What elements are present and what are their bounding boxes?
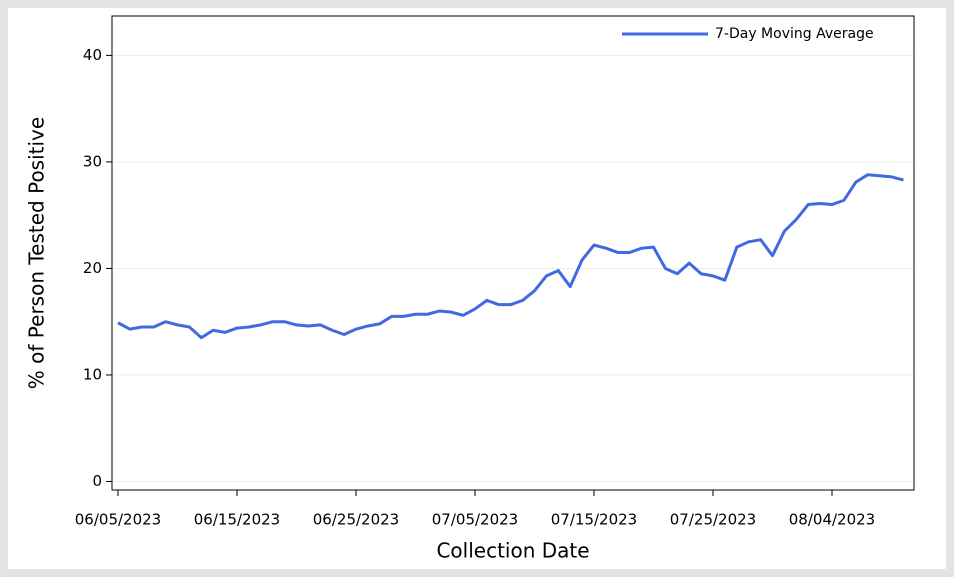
- x-tick-label: 06/25/2023: [313, 511, 399, 529]
- y-tick-label: 20: [83, 259, 102, 277]
- x-tick-label: 06/05/2023: [75, 511, 161, 529]
- panel: [8, 8, 946, 569]
- y-axis-title: % of Person Tested Positive: [25, 117, 49, 389]
- x-axis-title: Collection Date: [436, 539, 589, 563]
- x-tick-label: 07/25/2023: [670, 511, 756, 529]
- x-tick-label: 07/15/2023: [551, 511, 637, 529]
- plot-frame: [111, 15, 915, 491]
- y-tick-label: 10: [83, 365, 102, 383]
- y-tick-label: 30: [83, 152, 102, 170]
- series-line: [117, 173, 904, 340]
- x-tick-label: 07/05/2023: [432, 511, 518, 529]
- x-tick-label: 06/15/2023: [194, 511, 280, 529]
- x-tick-label: 08/04/2023: [789, 511, 875, 529]
- y-tick-label: 40: [83, 46, 102, 64]
- legend-label: 7-Day Moving Average: [715, 26, 874, 42]
- y-tick-label: 0: [92, 472, 102, 490]
